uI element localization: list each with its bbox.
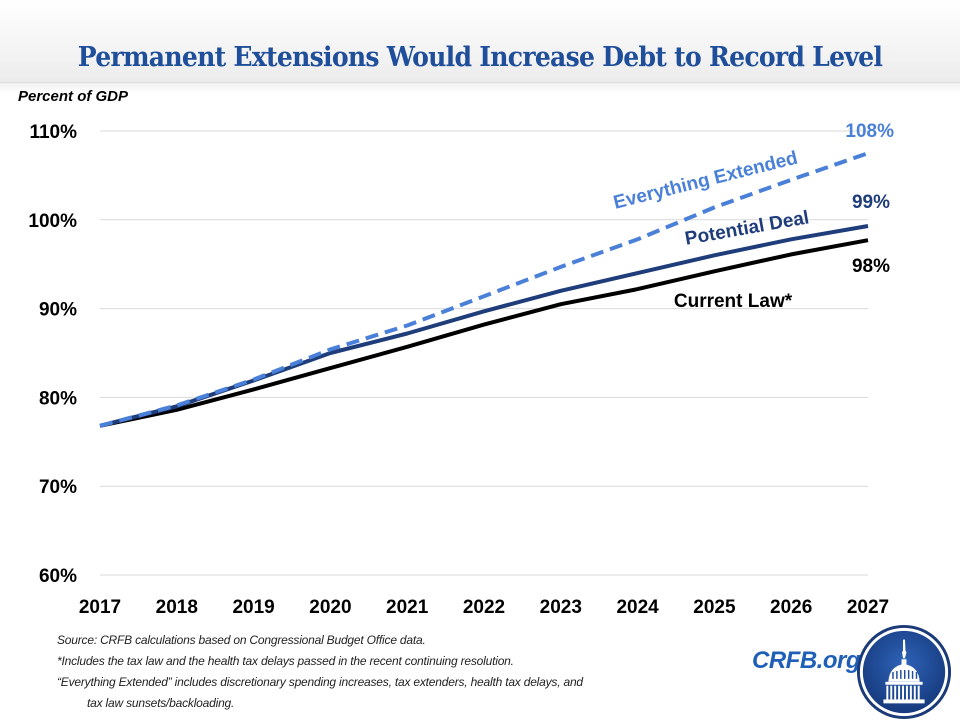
everything-extended-note: “Everything Extended” includes discretio… bbox=[57, 675, 583, 689]
current-law-note: *Includes the tax law and the health tax… bbox=[57, 654, 514, 668]
everything-extended-end-label: 108% bbox=[845, 121, 894, 142]
y-tick-label: 100% bbox=[28, 211, 77, 232]
potential-deal-label: Potential Deal bbox=[683, 207, 810, 250]
y-tick-label: 80% bbox=[39, 388, 77, 409]
y-axis-ticks: 60% 70% 80% 90% 100% 110% bbox=[28, 122, 77, 587]
source-note: Source: CRFB calculations based on Congr… bbox=[57, 633, 426, 647]
y-axis-label: Percent of GDP bbox=[18, 88, 129, 105]
x-tick-label: 2025 bbox=[693, 597, 736, 618]
x-tick-label: 2026 bbox=[770, 597, 812, 618]
everything-extended-note-cont: tax law sunsets/backloading. bbox=[87, 696, 235, 710]
potential-deal-line bbox=[99, 224, 869, 428]
footnotes: Source: CRFB calculations based on Congr… bbox=[57, 630, 583, 714]
current-law-label: Current Law* bbox=[674, 291, 793, 312]
potential-deal-end-label: 99% bbox=[852, 192, 890, 213]
capitol-dome-icon bbox=[856, 624, 952, 720]
y-tick-label: 90% bbox=[39, 300, 77, 321]
y-tick-label: 70% bbox=[39, 477, 77, 498]
header-band bbox=[0, 0, 960, 83]
everything-extended-line bbox=[99, 151, 869, 428]
y-tick-label: 60% bbox=[39, 566, 77, 587]
current-law-line bbox=[99, 238, 869, 428]
x-tick-label: 2019 bbox=[232, 597, 274, 618]
everything-extended-label: Everything Extended bbox=[611, 148, 799, 214]
x-tick-label: 2021 bbox=[386, 597, 429, 618]
y-tick-label: 110% bbox=[29, 122, 77, 143]
x-tick-label: 2027 bbox=[847, 597, 889, 618]
x-tick-label: 2017 bbox=[79, 597, 121, 618]
gridlines bbox=[100, 130, 868, 576]
crfb-link[interactable]: CRFB.org bbox=[752, 647, 860, 674]
current-law-end-label: 98% bbox=[852, 256, 890, 277]
x-tick-label: 2020 bbox=[309, 597, 351, 618]
series-lines bbox=[99, 151, 869, 428]
x-tick-label: 2023 bbox=[540, 597, 582, 618]
x-tick-label: 2018 bbox=[156, 597, 198, 618]
x-tick-label: 2022 bbox=[463, 597, 505, 618]
x-tick-label: 2024 bbox=[616, 597, 659, 618]
x-axis-ticks: 2017 2018 2019 2020 2021 2022 2023 2024 2025 2026… bbox=[79, 597, 889, 618]
chart-title: Permanent Extensions Would Increase Debt… bbox=[77, 42, 883, 73]
header-shadow bbox=[0, 83, 960, 93]
